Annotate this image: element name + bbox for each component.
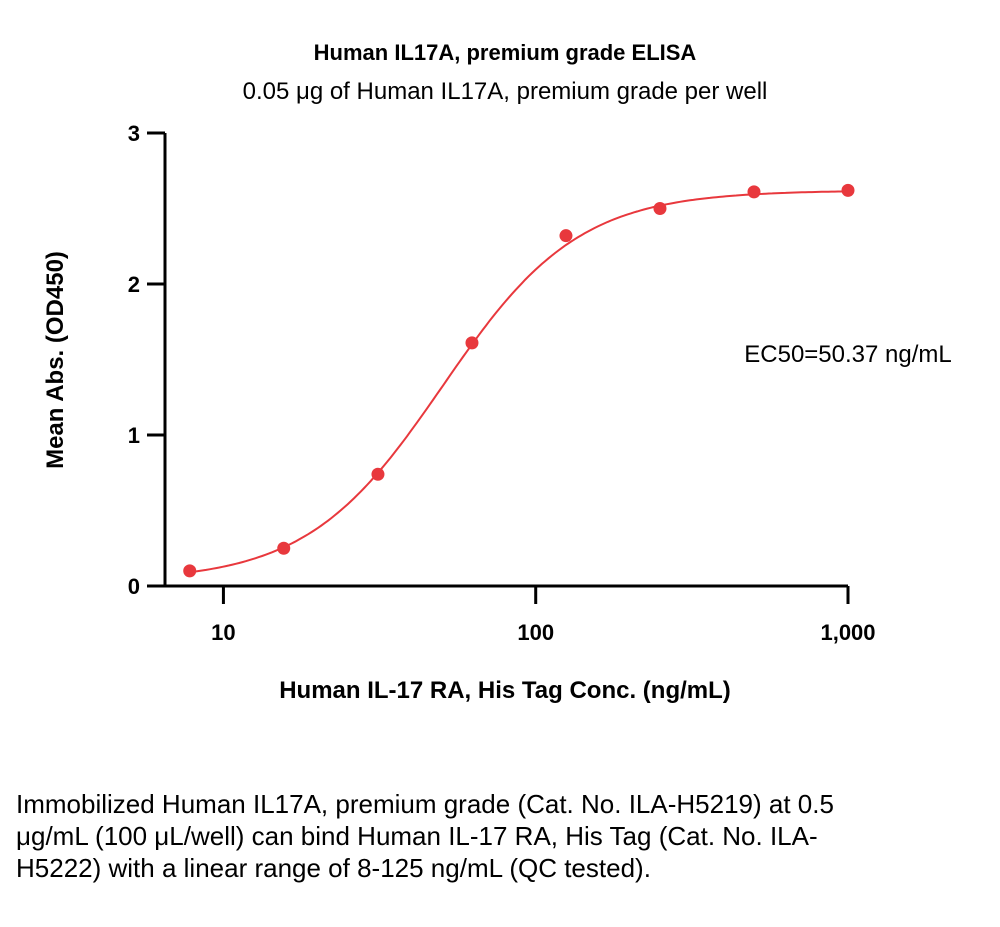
- data-point: [183, 564, 197, 578]
- chart-title: Human IL17A, premium grade ELISA: [314, 40, 697, 65]
- axes: 0 1 2 3 10 100 1,000: [128, 121, 876, 645]
- x-axis-label: Human IL-17 RA, His Tag Conc. (ng/mL): [279, 677, 731, 704]
- fit-curve: [189, 190, 848, 574]
- data-point: [465, 336, 479, 350]
- y-tick-label: 3: [128, 121, 140, 146]
- x-tick-label: 1,000: [820, 620, 875, 645]
- x-tick-label: 100: [517, 620, 554, 645]
- y-tick-label: 2: [128, 272, 140, 297]
- chart-subtitle: 0.05 μg of Human IL17A, premium grade pe…: [243, 78, 768, 105]
- data-point: [277, 541, 291, 555]
- data-point: [559, 229, 573, 243]
- plot-area: [183, 183, 855, 578]
- data-point: [653, 202, 667, 215]
- y-axis-label: Mean Abs. (OD450): [42, 251, 69, 469]
- ec50-annotation: EC50=50.37 ng/mL: [744, 341, 951, 368]
- data-point: [841, 183, 855, 197]
- data-point: [371, 467, 385, 481]
- y-tick-label: 1: [128, 423, 140, 448]
- x-tick-label: 10: [211, 620, 235, 645]
- chart: Human IL17A, premium grade ELISA 0.05 μg…: [42, 40, 952, 704]
- y-tick-label: 0: [128, 574, 140, 599]
- figure-caption: Immobilized Human IL17A, premium grade (…: [16, 789, 834, 883]
- data-point: [747, 185, 761, 199]
